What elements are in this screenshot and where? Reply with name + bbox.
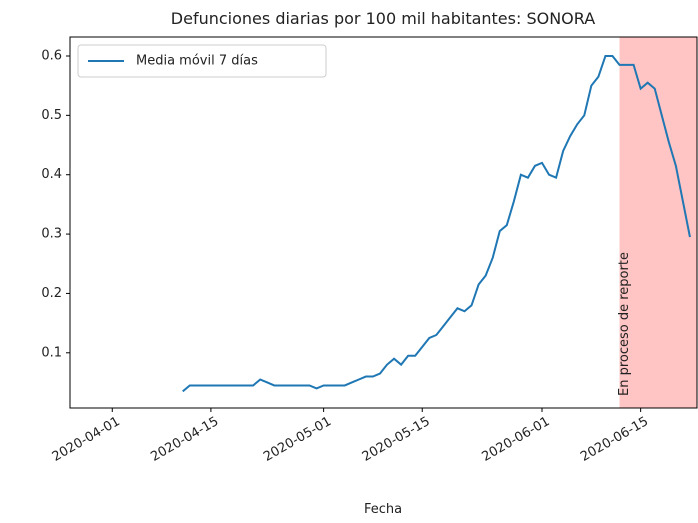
x-tick-label: 2020-04-15 — [148, 414, 221, 465]
y-tick-label: 0.6 — [41, 48, 62, 63]
y-tick-label: 0.3 — [41, 227, 62, 242]
x-tick-label: 2020-06-15 — [578, 414, 651, 465]
chart-title: Defunciones diarias por 100 mil habitant… — [171, 9, 595, 28]
y-tick-label: 0.2 — [41, 286, 62, 301]
y-tick-label: 0.5 — [41, 108, 62, 123]
span-label: En proceso de reporte — [617, 252, 632, 396]
legend-label: Media móvil 7 días — [136, 54, 258, 69]
plot-frame — [69, 36, 698, 409]
y-tick-label: 0.1 — [41, 345, 62, 360]
x-tick-label: 2020-04-01 — [50, 414, 123, 465]
x-tick-label: 2020-05-01 — [261, 414, 334, 465]
legend-box — [77, 44, 327, 78]
y-tick-label: 0.4 — [41, 167, 62, 182]
x-tick-label: 2020-05-15 — [360, 414, 433, 465]
x-axis-label: Fecha — [364, 502, 402, 517]
x-tick-label: 2020-06-01 — [479, 414, 552, 465]
series-line — [182, 54, 691, 393]
